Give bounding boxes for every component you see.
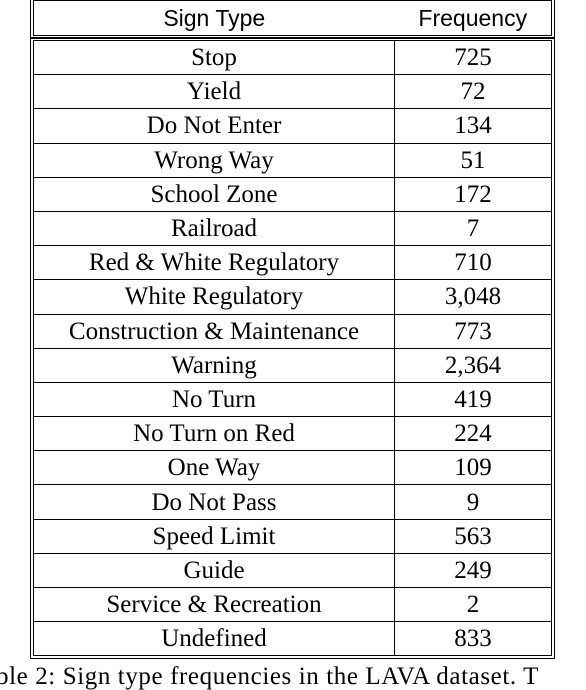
frequency-cell: 563 [394,518,552,554]
table-row: Undefined 833 [33,621,552,656]
sign-type-cell: One Way [33,450,395,485]
table-row: Wrong Way 51 [33,142,552,178]
sign-type-cell: Speed Limit [33,518,395,554]
table-row: Construction & Maintenance 773 [33,313,552,349]
frequency-cell: 2 [394,586,552,622]
frequency-cell: 725 [394,40,552,75]
sign-type-cell: Railroad [33,210,395,246]
table-body: Stop 725 Yield 72 Do Not Enter 134 Wrong Way 51… [30,36,555,660]
table-row: Yield 72 [33,74,552,109]
frequency-cell: 773 [394,313,552,349]
frequency-cell: 109 [394,450,552,485]
table-row: Do Not Enter 134 [33,108,552,144]
sign-type-cell: Do Not Enter [33,108,395,144]
table-row: Railroad 7 [33,210,552,246]
table-row: Stop 725 [34,40,552,75]
table-row: Do Not Pass 9 [33,484,552,520]
frequency-cell: 51 [394,142,552,178]
frequency-cell: 710 [394,245,552,280]
table-caption: ble 2: Sign type frequencies in the LAVA… [0,663,540,690]
frequency-cell: 172 [394,176,552,212]
sign-type-cell: No Turn on Red [33,416,395,451]
frequency-cell: 3,048 [394,279,552,314]
header-sign-type: Sign Type [163,4,266,31]
sign-type-cell: Undefined [33,621,395,656]
table-row: No Turn 419 [33,381,552,417]
sign-type-cell: School Zone [33,176,395,212]
sign-type-cell: Red & White Regulatory [33,245,395,280]
frequency-cell: 249 [394,552,552,588]
header-frequency: Frequency [418,4,528,31]
frequency-cell: 134 [394,108,552,144]
sign-type-cell: Wrong Way [33,142,395,178]
table-row: No Turn on Red 224 [33,416,552,451]
table-row: Warning 2,364 [33,347,552,383]
sign-type-cell: Guide [33,552,395,588]
sign-type-cell: Warning [33,347,395,383]
table-row: One Way 109 [33,450,552,485]
table-row: Red & White Regulatory 710 [33,245,552,280]
frequency-cell: 419 [394,381,552,417]
frequency-cell: 833 [394,621,552,656]
frequency-cell: 7 [394,210,552,246]
sign-type-cell: Construction & Maintenance [33,313,395,349]
table-header: Sign Type Frequency [30,0,555,39]
frequency-cell: 72 [394,74,552,109]
sign-type-cell: Do Not Pass [33,484,395,520]
sign-type-cell: Service & Recreation [33,586,395,622]
sign-type-cell: No Turn [33,381,395,417]
frequency-cell: 2,364 [394,347,552,383]
sign-type-cell: White Regulatory [33,279,395,314]
frequency-cell: 9 [394,484,552,520]
table-row: Guide 249 [33,552,552,588]
sign-type-cell: Yield [33,74,395,109]
sign-type-cell: Stop [191,44,237,72]
table-row: Speed Limit 563 [33,518,552,554]
table-row: White Regulatory 3,048 [33,279,552,314]
frequency-cell: 224 [394,416,552,451]
table-row: School Zone 172 [33,176,552,212]
table-row: Service & Recreation 2 [33,586,552,622]
